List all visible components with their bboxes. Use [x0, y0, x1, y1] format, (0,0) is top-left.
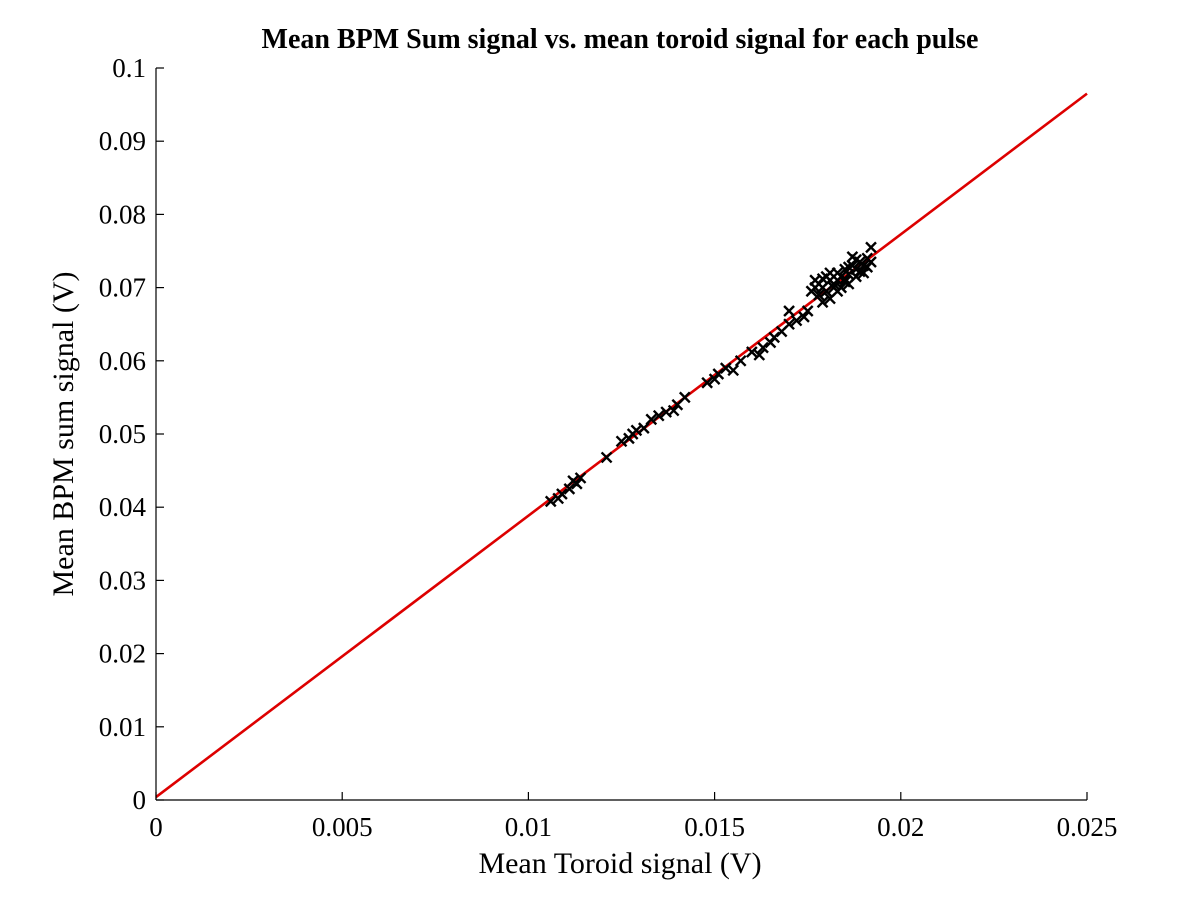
data-point — [701, 376, 714, 389]
point-stroke — [574, 472, 587, 484]
data-point — [816, 296, 829, 309]
data-point — [790, 314, 803, 327]
y-tick-label: 0.05 — [99, 419, 146, 449]
point-stroke — [567, 474, 579, 487]
x-axis-ticks: 0 0.005 0.01 0.015 0.02 0.025 — [149, 792, 1117, 842]
point-stroke — [813, 289, 825, 301]
y-tick-label: 0.07 — [99, 273, 146, 303]
point-stroke — [660, 406, 673, 418]
point-stroke — [667, 404, 680, 417]
point-stroke — [839, 275, 851, 288]
y-tick-label: 0 — [133, 785, 147, 815]
data-point — [757, 341, 769, 354]
point-stroke — [600, 451, 613, 464]
point-stroke — [678, 391, 691, 404]
data-point — [842, 261, 855, 273]
point-stroke — [842, 261, 855, 273]
x-tick-label: 0.025 — [1057, 812, 1118, 842]
point-stroke — [816, 272, 829, 285]
point-stroke — [615, 435, 628, 448]
data-point — [678, 391, 691, 404]
data-point — [600, 451, 613, 464]
y-tick-label: 0.04 — [99, 492, 147, 522]
data-point — [563, 483, 576, 495]
y-tick-label: 0.08 — [99, 199, 146, 229]
data-point — [798, 311, 810, 323]
data-point — [857, 267, 870, 279]
point-stroke — [816, 296, 829, 309]
data-point — [615, 435, 628, 448]
y-axis-ticks: 0 0.01 0.02 0.03 0.04 0.05 0.06 0.07 0.08 0.09 0.1 — [99, 53, 164, 815]
data-point — [865, 256, 877, 268]
x-tick-label: 0.02 — [877, 812, 924, 842]
plot-area — [155, 92, 1088, 799]
fit-line — [155, 92, 1088, 799]
data-point — [816, 272, 829, 285]
data-point — [645, 413, 658, 426]
x-tick-label: 0.01 — [505, 812, 552, 842]
data-point — [745, 346, 758, 358]
y-axis-label: Mean BPM sum signal (V) — [47, 272, 80, 597]
data-point — [831, 285, 844, 298]
data-point — [865, 241, 877, 254]
point-stroke — [753, 349, 766, 361]
data-point — [667, 404, 680, 417]
point-stroke — [544, 495, 557, 508]
point-stroke — [727, 364, 740, 377]
data-point — [567, 474, 579, 487]
point-stroke — [652, 409, 665, 422]
data-point — [556, 488, 568, 500]
y-tick-label: 0.01 — [99, 712, 146, 742]
data-point — [801, 305, 814, 317]
point-stroke — [734, 354, 747, 367]
data-point — [544, 495, 557, 508]
y-tick-label: 0.1 — [112, 53, 146, 83]
point-stroke — [701, 376, 714, 389]
point-stroke — [798, 311, 810, 323]
point-stroke — [783, 305, 795, 317]
data-point — [753, 349, 766, 361]
y-tick-label: 0.06 — [99, 346, 146, 376]
point-stroke — [801, 305, 814, 317]
data-point — [839, 275, 851, 288]
point-stroke — [556, 488, 568, 500]
y-tick-label: 0.09 — [99, 126, 146, 156]
y-tick-label: 0.03 — [99, 565, 146, 595]
point-stroke — [783, 318, 795, 331]
y-tick-label: 0.02 — [99, 639, 146, 669]
point-stroke — [745, 346, 758, 358]
x-tick-label: 0 — [149, 812, 163, 842]
point-stroke — [645, 413, 658, 426]
point-stroke — [790, 314, 803, 327]
chart-title: Mean BPM Sum signal vs. mean toroid sign… — [262, 24, 979, 55]
x-tick-label: 0.015 — [684, 812, 745, 842]
data-point — [783, 318, 795, 331]
x-tick-label: 0.005 — [312, 812, 373, 842]
data-point — [727, 364, 740, 377]
point-stroke — [865, 241, 877, 254]
data-point — [734, 354, 747, 367]
point-stroke — [857, 267, 870, 279]
point-stroke — [563, 483, 576, 495]
data-point — [652, 409, 665, 422]
point-stroke — [853, 265, 866, 278]
x-axis-label: Mean Toroid signal (V) — [478, 847, 761, 880]
point-stroke — [831, 285, 844, 298]
data-point — [783, 305, 795, 317]
point-stroke — [865, 256, 877, 268]
data-point — [574, 472, 587, 484]
data-point — [813, 289, 825, 301]
point-stroke — [630, 424, 643, 437]
point-stroke — [757, 341, 769, 354]
